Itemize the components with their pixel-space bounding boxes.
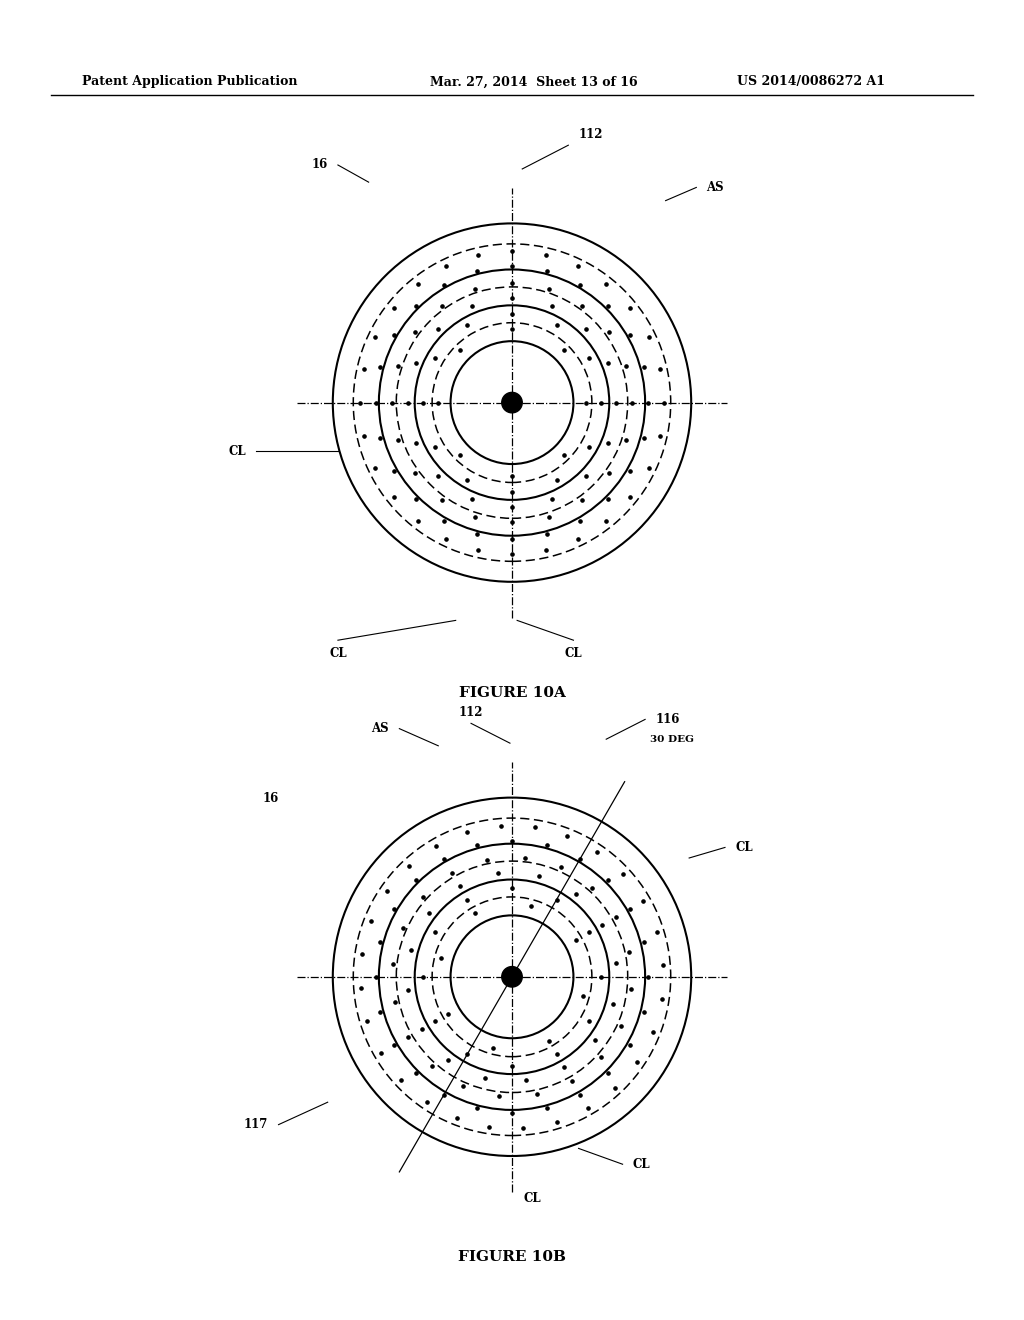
Text: CL: CL [228, 445, 246, 458]
Text: Patent Application Publication: Patent Application Publication [82, 75, 297, 88]
Text: AS: AS [707, 181, 724, 194]
Text: CL: CL [564, 647, 583, 660]
Text: US 2014/0086272 A1: US 2014/0086272 A1 [737, 75, 886, 88]
Text: 116: 116 [655, 713, 680, 726]
Text: 112: 112 [459, 706, 483, 719]
Text: CL: CL [329, 647, 347, 660]
Text: CL: CL [735, 841, 753, 854]
Text: CL: CL [523, 1192, 542, 1205]
Ellipse shape [502, 966, 522, 987]
Text: AS: AS [372, 722, 389, 735]
Text: 16: 16 [262, 792, 279, 805]
Text: 16: 16 [311, 158, 328, 172]
Text: 30 DEG: 30 DEG [650, 735, 694, 744]
Text: CL: CL [633, 1158, 650, 1171]
Text: FIGURE 10B: FIGURE 10B [458, 1250, 566, 1263]
Text: FIGURE 10A: FIGURE 10A [459, 686, 565, 700]
Ellipse shape [502, 392, 522, 413]
Text: Mar. 27, 2014  Sheet 13 of 16: Mar. 27, 2014 Sheet 13 of 16 [430, 75, 638, 88]
Text: 117: 117 [244, 1118, 268, 1131]
Text: 112: 112 [579, 128, 603, 141]
